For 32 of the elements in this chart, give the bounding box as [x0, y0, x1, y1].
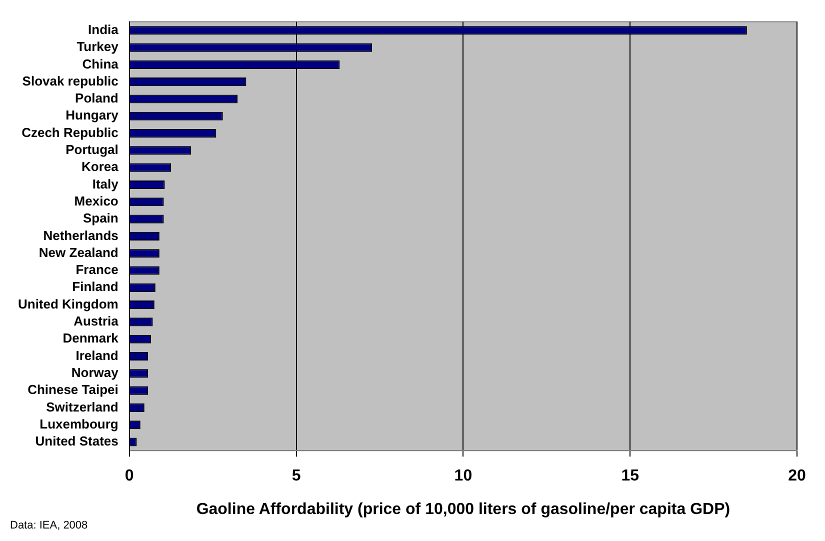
y-tick-label: Portugal: [66, 142, 118, 158]
y-tick-label: China: [82, 56, 120, 72]
y-tick-label: Denmark: [62, 330, 120, 346]
text: Data: IEA, 2008: [10, 520, 88, 532]
y-tick-label: Turkey: [76, 39, 120, 54]
y-tick-label: Spain: [82, 210, 118, 226]
x-tick-label: 0: [124, 468, 134, 485]
y-tick-label: Luxembourg: [40, 416, 118, 432]
y-tick-label: Finland: [72, 279, 118, 294]
y-tick-label: Austria: [74, 314, 120, 329]
x-tick-label: 20: [788, 468, 806, 485]
x-tick-label: 10: [454, 468, 472, 485]
y-tick-label: France: [76, 262, 118, 278]
y-tick-label: Switzerland: [46, 399, 118, 414]
x-tick-label: 15: [621, 468, 640, 485]
y-tick-label: Ireland: [76, 348, 118, 363]
y-tick-label: Slovak republic: [22, 73, 118, 88]
y-tick-label: United States: [35, 434, 118, 449]
y-tick-label: Hungary: [66, 108, 120, 123]
y-tick-label: India: [88, 22, 120, 37]
y-tick-label: United Kingdom: [18, 296, 118, 312]
y-tick-label: Chinese Taipei: [28, 382, 118, 398]
y-tick-label: Netherlands: [43, 228, 118, 243]
y-tick-label: Norway: [71, 364, 120, 380]
y-tick-label: Poland: [75, 90, 118, 106]
y-tick-label: Czech Republic: [22, 124, 118, 140]
x-tick-label: 5: [292, 468, 301, 485]
y-tick-label: Mexico: [74, 193, 118, 208]
x-axis-title: Gaoline Affordability (price of 10,000 liters of gasoline/per capita GDP): [196, 500, 730, 518]
y-tick-label: Italy: [92, 176, 120, 192]
y-tick-label: New Zealand: [38, 244, 118, 260]
y-tick-label: Korea: [82, 159, 120, 174]
